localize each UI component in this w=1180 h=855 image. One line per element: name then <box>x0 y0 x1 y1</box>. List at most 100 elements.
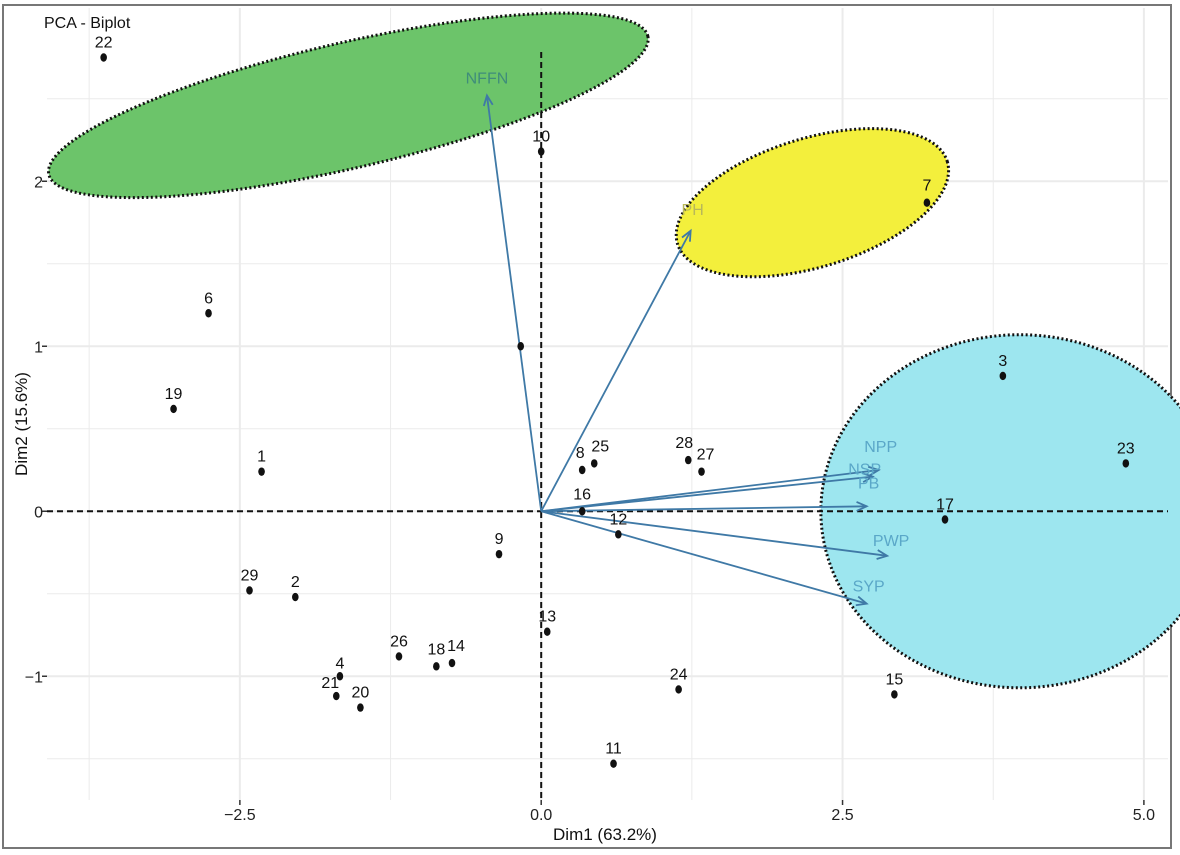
point-marker <box>590 459 598 468</box>
point-28: 28 <box>675 435 693 465</box>
point-1: 1 <box>257 449 266 476</box>
variable-label-npp: NPP <box>864 439 897 456</box>
point-marker <box>517 342 525 351</box>
point-label: 18 <box>427 641 445 658</box>
point-label: 10 <box>532 129 550 146</box>
point-marker <box>357 703 364 712</box>
variable-arrow-pwp <box>541 510 890 560</box>
point-label: 26 <box>390 633 408 650</box>
point-marker <box>891 690 898 699</box>
point-label: 4 <box>335 655 344 672</box>
point-label: 23 <box>1117 440 1135 457</box>
point-unlabeled-28 <box>517 342 525 351</box>
point-2: 2 <box>291 574 300 602</box>
point-label: 6 <box>204 290 213 307</box>
y-tick-label: 1 <box>34 339 43 356</box>
point-marker <box>336 672 344 681</box>
point-marker <box>578 507 586 516</box>
point-marker <box>941 515 949 524</box>
point-label: 27 <box>697 447 715 464</box>
point-marker <box>1122 459 1130 468</box>
point-marker <box>537 147 545 156</box>
point-marker <box>698 467 705 476</box>
point-27: 27 <box>697 447 715 476</box>
point-26: 26 <box>390 633 408 661</box>
y-tick-label: 2 <box>34 174 43 191</box>
point-17: 17 <box>936 497 954 524</box>
variable-label-pb: PB <box>858 475 879 492</box>
point-marker <box>615 530 622 539</box>
x-tick-label: −2.5 <box>224 807 256 824</box>
point-7: 7 <box>922 178 931 207</box>
point-21: 21 <box>321 675 340 701</box>
point-label: 2 <box>291 574 300 591</box>
point-label: 16 <box>573 486 591 503</box>
arrow-shaft <box>541 475 873 513</box>
point-8: 8 <box>576 445 586 475</box>
arrow-shaft <box>540 230 692 512</box>
point-label: 29 <box>241 567 259 584</box>
arrow-shaft <box>486 95 543 512</box>
point-18: 18 <box>427 641 445 671</box>
point-9: 9 <box>495 531 504 559</box>
point-marker <box>543 627 551 636</box>
point-12: 12 <box>609 511 627 539</box>
point-label: 13 <box>538 609 556 626</box>
point-marker <box>292 592 299 602</box>
observation-points: 1234678910111213141516171819202122232425… <box>95 35 1135 768</box>
variable-label-syp: SYP <box>853 579 885 596</box>
point-marker <box>332 691 340 701</box>
arrow-head <box>861 472 875 483</box>
point-label: 12 <box>609 511 627 528</box>
point-marker <box>448 658 456 668</box>
point-marker <box>495 549 503 559</box>
arrow-shaft <box>541 505 867 513</box>
point-label: 22 <box>95 35 113 52</box>
reference-lines <box>47 52 1168 800</box>
x-tick-label: 0.0 <box>530 807 552 824</box>
cluster-ellipses <box>47 11 1180 690</box>
arrow-shaft <box>540 510 867 605</box>
point-23: 23 <box>1117 440 1135 468</box>
point-15: 15 <box>885 671 903 699</box>
point-6: 6 <box>204 290 213 318</box>
chart-title: PCA - Biplot <box>44 15 131 32</box>
point-14: 14 <box>447 638 465 668</box>
point-label: 15 <box>885 671 903 688</box>
arrow-head <box>856 501 869 512</box>
variable-arrow-pb <box>541 501 869 513</box>
point-marker <box>246 586 253 595</box>
point-22: 22 <box>95 35 113 62</box>
point-13: 13 <box>538 609 556 636</box>
cluster-ellipse-2 <box>674 127 951 279</box>
point-marker <box>258 467 265 476</box>
variable-arrow-nffn <box>482 93 543 512</box>
y-tick-label: −1 <box>25 669 43 686</box>
point-label: 25 <box>591 438 609 455</box>
arrow-head <box>855 595 869 607</box>
variable-arrow-ph <box>540 228 692 512</box>
point-19: 19 <box>165 386 183 414</box>
point-marker <box>610 759 617 768</box>
point-label: 1 <box>257 449 266 466</box>
point-marker <box>923 198 931 207</box>
point-marker <box>395 652 403 661</box>
arrow-head <box>681 228 692 242</box>
point-marker <box>675 685 682 694</box>
variable-label-pwp: PWP <box>873 533 909 550</box>
point-label: 11 <box>605 741 622 758</box>
variable-label-nffn: NFFN <box>466 70 509 87</box>
point-label: 21 <box>321 675 339 692</box>
arrow-shaft <box>541 469 879 513</box>
variable-label-ph: PH <box>682 202 704 219</box>
arrow-head <box>482 93 494 107</box>
point-10: 10 <box>532 129 550 156</box>
y-axis-title: Dim2 (15.6%) <box>12 372 31 476</box>
cluster-ellipse-1 <box>47 11 650 200</box>
point-11: 11 <box>605 741 622 768</box>
point-20: 20 <box>351 685 369 712</box>
point-marker <box>578 465 586 475</box>
point-29: 29 <box>241 567 259 595</box>
